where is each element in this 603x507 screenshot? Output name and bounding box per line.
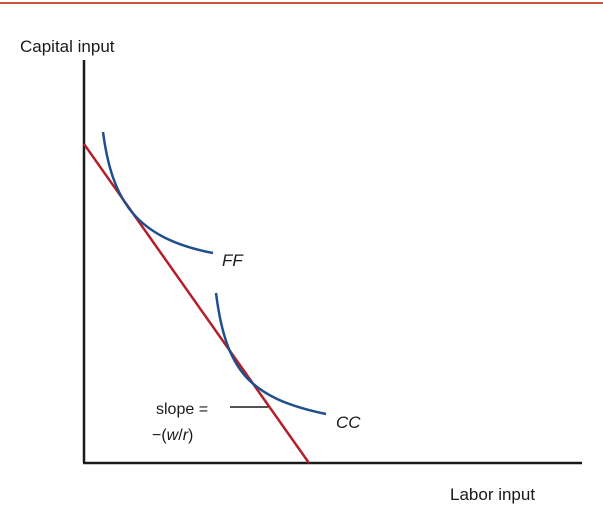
cc-isoquant xyxy=(214,292,327,416)
slope-label-line1: slope = xyxy=(156,401,208,418)
cc-label: CC xyxy=(336,413,361,432)
slope-w: w xyxy=(167,427,180,444)
y-axis-label: Capital input xyxy=(20,37,115,56)
slope-suffix: ) xyxy=(188,427,193,444)
slope-label-line2: −(w/r) xyxy=(152,427,193,444)
x-axis-label: Labor input xyxy=(450,485,535,504)
ff-isoquant xyxy=(101,131,214,255)
ff-label: FF xyxy=(222,251,244,270)
slope-slash: / xyxy=(178,427,183,444)
slope-r: r xyxy=(183,427,189,444)
slope-prefix: −( xyxy=(152,427,167,444)
